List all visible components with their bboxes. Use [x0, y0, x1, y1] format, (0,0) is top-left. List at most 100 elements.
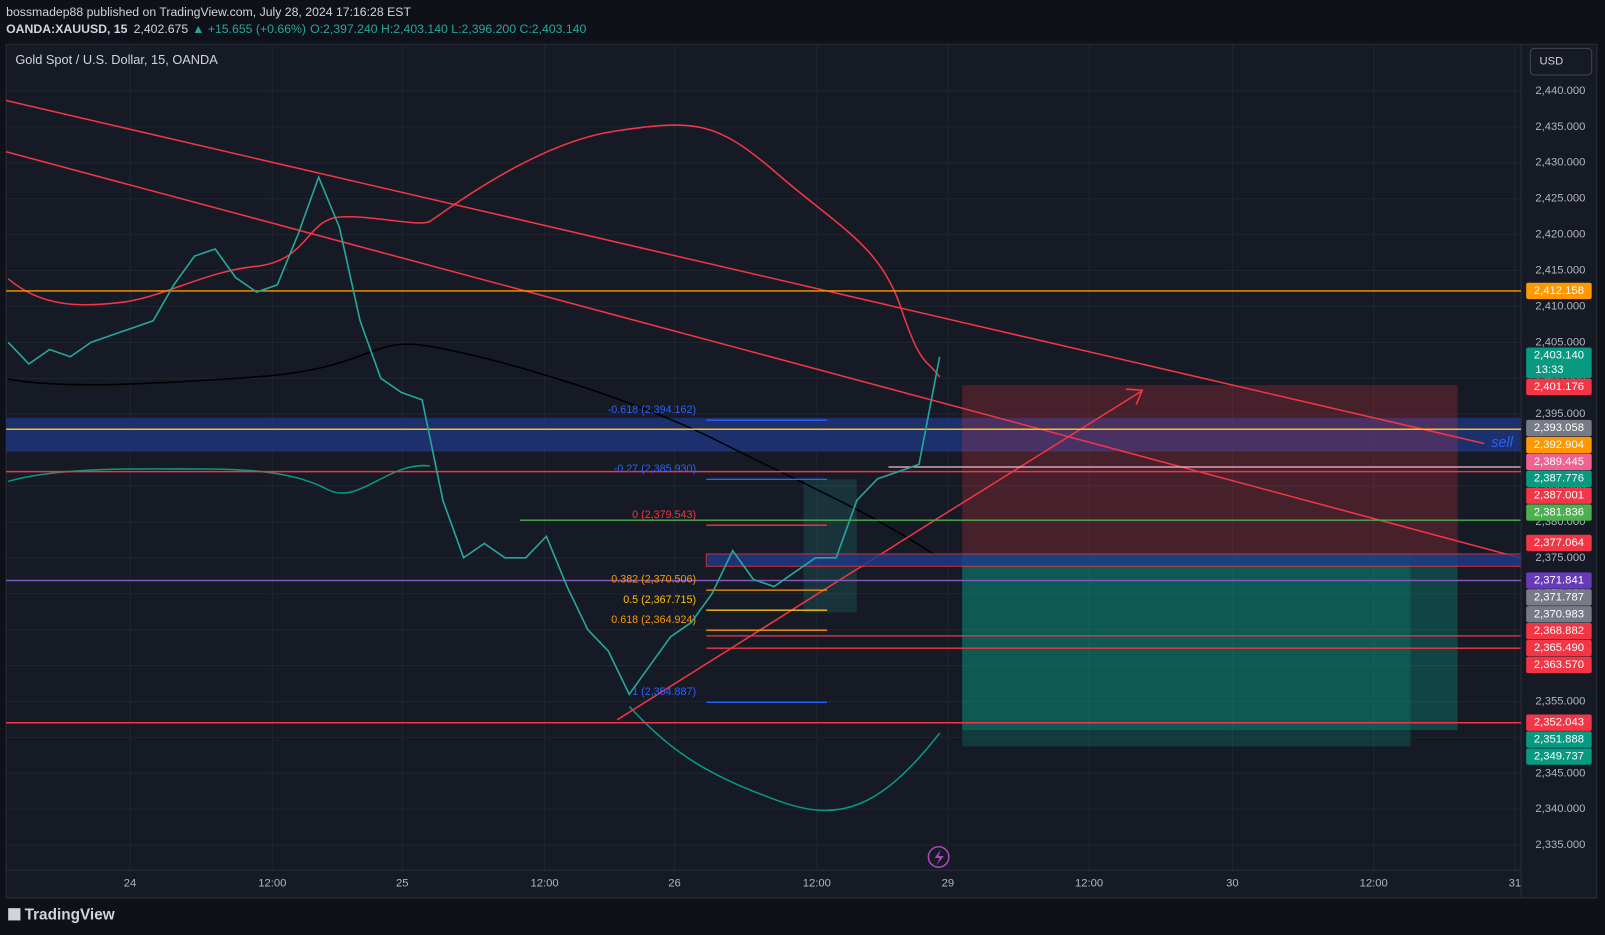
price-tag-label: 2,365.490 — [1534, 642, 1584, 654]
price-line — [7, 174, 941, 696]
y-tick-label: 2,375.000 — [1535, 552, 1585, 564]
arrow-head — [1125, 388, 1144, 405]
y-tick-label: 2,395.000 — [1535, 408, 1585, 420]
price-tag — [1526, 347, 1592, 379]
y-tick-label: 2,335.000 — [1535, 839, 1585, 851]
price-tag — [1526, 487, 1592, 504]
price-tag — [1526, 453, 1592, 471]
last-price: 2,402.675 — [134, 22, 189, 36]
currency-button[interactable] — [1529, 47, 1593, 76]
price-tag — [1526, 470, 1592, 487]
currency: USD — [1539, 56, 1563, 68]
x-tick-label: 30 — [1226, 878, 1239, 890]
price-tag-label: 2,368.882 — [1534, 625, 1584, 637]
price-tag-label: 2,363.570 — [1534, 659, 1584, 671]
price-tag — [1526, 378, 1592, 396]
change: ▲ +15.655 (+0.66%) — [192, 22, 306, 36]
fib-label: 0.5 (2,367.715) — [623, 594, 696, 606]
chart-title: Gold Spot / U.S. Dollar, 15, OANDA — [15, 52, 218, 67]
price-tag — [1526, 282, 1592, 300]
price-tag-label: 2,412.158 — [1534, 285, 1584, 297]
price-tag-label: 2,381.836 — [1534, 507, 1584, 519]
trendline — [616, 516, 941, 721]
blue-zone — [6, 417, 1522, 452]
price-tag — [1526, 714, 1592, 731]
y-tick-label: 2,435.000 — [1535, 121, 1585, 133]
y-tick-label: 2,415.000 — [1535, 264, 1585, 276]
x-tick-label: 31 — [1509, 878, 1522, 890]
price-tag-label: 2,387.001 — [1534, 490, 1584, 502]
arrow — [939, 390, 1142, 518]
price-tag — [1526, 504, 1592, 521]
fib-label: 0.618 (2,364.924) — [611, 614, 696, 626]
price-tag — [1526, 534, 1592, 552]
price-tag-label: 2,351.888 — [1534, 734, 1584, 746]
price-tag-timer: 13:33 — [1535, 364, 1563, 376]
price-tag — [1526, 731, 1592, 748]
y-tick-label: 2,345.000 — [1535, 767, 1585, 779]
bolt — [934, 849, 944, 866]
brand: TradingView — [25, 906, 115, 923]
x-tick-label: 24 — [124, 878, 137, 890]
y-tick-label: 2,430.000 — [1535, 157, 1585, 169]
price-tag-label: 2,377.064 — [1534, 537, 1584, 549]
marks: 2,335.0002,340.0002,345.0002,350.0002,35… — [6, 85, 1592, 890]
y-tick-label: 2,355.000 — [1535, 695, 1585, 707]
y-tick-label: 2,340.000 — [1535, 803, 1585, 815]
price-tag — [1526, 589, 1592, 606]
price-tag — [1526, 606, 1592, 623]
fib-label: 0.382 (2,370.506) — [611, 574, 696, 586]
x-tick-label: 12:00 — [530, 878, 558, 890]
price-tag-label: 2,349.737 — [1534, 750, 1584, 762]
logo — [8, 908, 21, 921]
price-tag-label: 2,387.776 — [1534, 473, 1584, 485]
published: bossmadep88 published on TradingView.com… — [6, 5, 411, 19]
price-tag-label: 2,392.904 — [1534, 439, 1584, 451]
price-tag-label: 2,403.140 — [1534, 350, 1584, 362]
stop-zone — [962, 385, 1458, 554]
fib-label: -0.618 (2,394.162) — [608, 404, 696, 416]
y-tick-label: 2,425.000 — [1535, 193, 1585, 205]
price-tag-label: 2,401.176 — [1534, 381, 1584, 393]
price-tag-label: 2,370.983 — [1534, 608, 1584, 620]
y-tick-label: 2,405.000 — [1535, 336, 1585, 348]
fib-label: 0 (2,379.543) — [632, 509, 696, 521]
price-tag-label: 2,371.841 — [1534, 574, 1584, 586]
box — [803, 479, 857, 613]
price-tag — [1526, 656, 1592, 674]
target-zone-2 — [962, 553, 1411, 747]
x-tick-label: 25 — [396, 878, 409, 890]
x-tick-label: 12:00 — [1075, 878, 1103, 890]
fib-label: -0.27 (2,385.930) — [614, 463, 696, 475]
x-tick-label: 29 — [942, 878, 955, 890]
price-tag — [1526, 748, 1592, 765]
price-tag-label: 2,352.043 — [1534, 717, 1584, 729]
symbol: OANDA:XAUUSD, 15 — [6, 22, 127, 36]
price-tag-label: 2,393.058 — [1534, 422, 1584, 434]
y-tick-label: 2,440.000 — [1535, 85, 1585, 97]
price-tag — [1526, 436, 1592, 454]
x-tick-label: 26 — [668, 878, 681, 890]
price-tag-label: 2,389.445 — [1534, 456, 1584, 468]
trendline — [5, 99, 1485, 445]
fib-label: 1 (2,354.887) — [632, 686, 696, 698]
price-tag — [1526, 622, 1592, 640]
target-zone — [962, 553, 1458, 731]
x-tick-label: 12:00 — [803, 878, 831, 890]
price-tag-label: 2,371.787 — [1534, 591, 1584, 603]
x-tick-label: 12:00 — [258, 878, 286, 890]
level-zone — [705, 553, 1522, 567]
price-tag — [1526, 572, 1592, 589]
y-tick-label: 2,420.000 — [1535, 229, 1585, 241]
trendline — [5, 150, 1522, 559]
price-tag — [1526, 639, 1592, 657]
replay-icon[interactable] — [927, 845, 950, 868]
symbol-line: OANDA:XAUUSD, 15 2,402.675 ▲ +15.655 (+0.6… — [6, 22, 586, 36]
price-tag — [1526, 419, 1592, 437]
annotation: sell — [1491, 435, 1513, 451]
y-tick-label: 2,400.000 — [1535, 372, 1585, 384]
y-tick-label: 2,410.000 — [1535, 300, 1585, 312]
x-tick-label: 12:00 — [1360, 878, 1388, 890]
